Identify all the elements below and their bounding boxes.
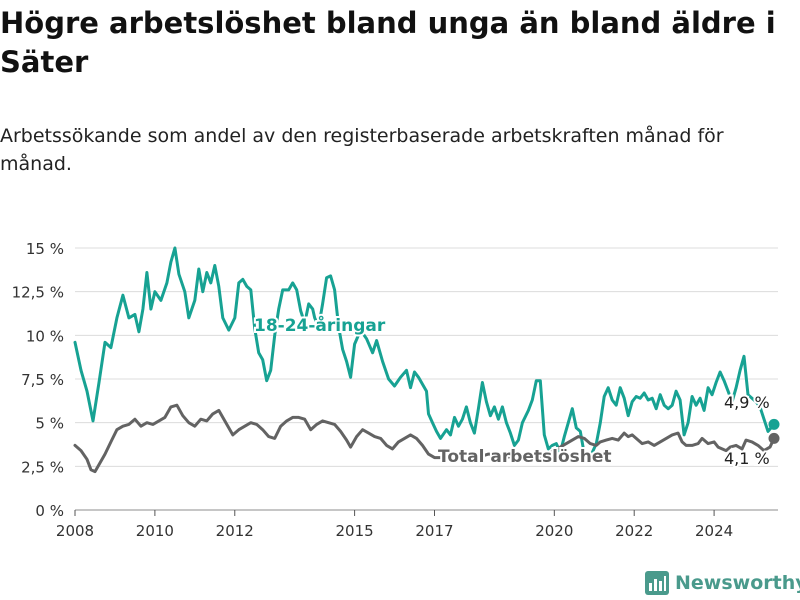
newsworthy-logo: Newsworthy — [645, 568, 800, 598]
y-tick-label: 5 % — [35, 415, 64, 433]
bar-chart-logo-icon — [645, 571, 669, 595]
series-end-value-label: 4,9 % — [724, 393, 770, 412]
x-tick-label: 2020 — [535, 522, 573, 540]
series-line-18-24-ringar — [73, 246, 776, 463]
chart-subtitle: Arbetssökande som andel av den registerb… — [0, 125, 724, 175]
series-end-value-label: 4,1 % — [724, 449, 770, 468]
series-end-point — [768, 418, 780, 430]
series-name-label: 18-24-åringar — [254, 314, 386, 336]
series-line-total-arbetsl-shet — [73, 403, 776, 474]
y-axis-tick-labels: 0 % 2,5 % 5 % 7,5 % 10 % 12,5 % 15 % — [12, 240, 64, 520]
x-tick-label: 2012 — [216, 522, 254, 540]
series-name-label: Total arbetslöshet — [438, 447, 612, 467]
series-labels: 18-24-åringar 4,9 % Total arbetslöshet 4,1 … — [252, 312, 772, 470]
x-tick-label: 2010 — [136, 522, 174, 540]
brand-name: Newsworthy — [675, 572, 800, 594]
x-tick-label: 2022 — [615, 522, 653, 540]
y-tick-label: 0 % — [35, 502, 64, 520]
x-tick-label: 2015 — [336, 522, 374, 540]
y-tick-label: 7,5 % — [21, 371, 64, 389]
x-tick-label: 2008 — [56, 522, 94, 540]
chart-title: Högre arbetslöshet bland unga än bland ä… — [0, 6, 776, 79]
series-lines — [73, 246, 780, 474]
y-tick-label: 12,5 % — [12, 284, 64, 302]
series-end-point — [768, 432, 780, 444]
x-axis-tick-labels: 2008 2010 2012 2015 2017 2020 2022 2024 — [56, 510, 733, 540]
y-tick-label: 15 % — [26, 240, 64, 258]
line-chart: 0 %2,5 %5 %7,5 %10 %12,5 %15 % 2008 2010 2… — [12, 240, 780, 540]
y-tick-label: 10 % — [26, 327, 64, 345]
x-tick-label: 2017 — [415, 522, 453, 540]
gridlines — [75, 247, 778, 511]
y-tick-label: 2,5 % — [21, 458, 64, 476]
x-tick-label: 2024 — [695, 522, 733, 540]
